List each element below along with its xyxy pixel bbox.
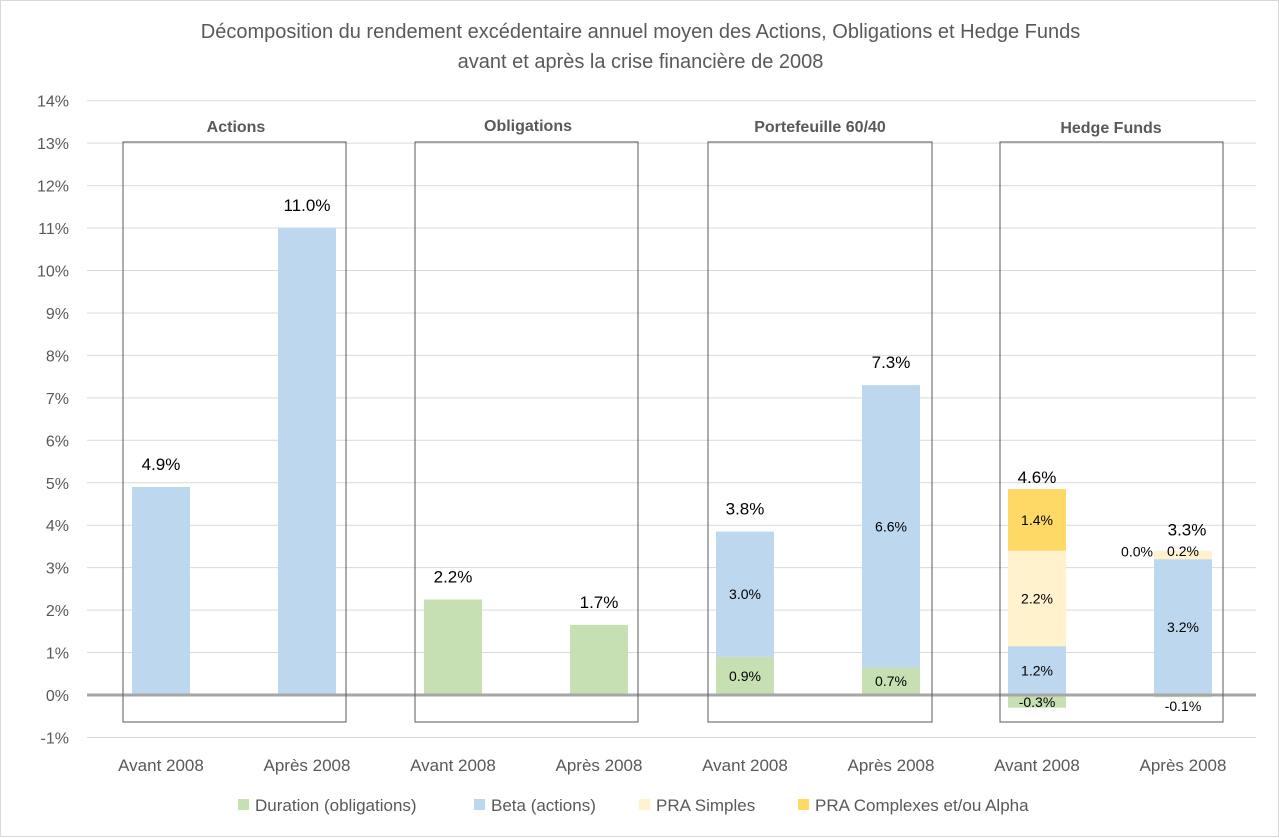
legend-swatch [474,799,485,810]
legend-swatch [639,799,650,810]
bar-segment [1154,550,1212,560]
bar-segment [1008,550,1066,647]
x-category-label: Après 2008 [848,756,935,775]
segment-data-label: 0.0% [1121,544,1153,560]
chart-title-block: Décomposition du rendement excédentaire … [1,17,1279,77]
y-tick-label: 7% [46,391,69,408]
bar-total-label: 11.0% [284,196,331,215]
segment-data-label: 2.2% [1021,590,1053,606]
y-tick-label: 4% [46,518,69,535]
y-tick-label: 11% [38,221,69,238]
bar-total-label: 2.2% [434,567,473,586]
legend-swatch [798,799,809,810]
group-frame [707,141,933,723]
segment-data-label: 1.2% [1021,663,1053,679]
bar-total-label: 3.8% [726,500,765,519]
y-tick-label: 12% [37,179,69,196]
bar-segment [1008,489,1066,551]
x-category-label: Après 2008 [556,756,643,775]
bar-segment [1154,559,1212,695]
bar-segment [862,667,920,695]
y-tick-label: 2% [46,603,69,620]
segment-data-label: 0.2% [1167,543,1199,559]
bar-segment [570,624,628,695]
group-title: Obligations [484,118,572,135]
group-title: Hedge Funds [1060,120,1161,137]
segment-data-label: 1.4% [1021,512,1053,528]
segment-data-label: 6.6% [875,518,907,534]
y-tick-label: 0% [46,688,69,705]
segment-data-label: 0.9% [729,668,761,684]
bar-segment [862,385,920,668]
y-tick-label: 1% [46,646,69,663]
bar-segment [716,531,774,657]
bar-segment [716,656,774,695]
segment-data-label: 3.2% [1167,619,1199,635]
bar-total-label: 4.6% [1018,468,1057,487]
y-tick-label: 5% [46,476,69,493]
bar-segment [278,228,336,696]
x-category-label: Avant 2008 [702,756,788,775]
x-category-label: Après 2008 [264,756,351,775]
group-frame [414,141,639,723]
y-tick-label: 9% [46,306,69,323]
bar-segment [1008,695,1066,708]
group-title: Actions [207,119,266,136]
x-category-label: Après 2008 [1140,756,1227,775]
group-frame [122,141,347,723]
segment-data-label: -0.3% [1019,694,1056,710]
segment-data-label: -0.1% [1165,698,1202,714]
bar-total-label: 4.9% [142,455,181,474]
chart-title: Décomposition du rendement excédentaire … [200,21,1081,43]
group-frame [999,141,1224,723]
legend-label: PRA Complexes et/ou Alpha [815,796,1029,815]
bar-segment [132,486,190,695]
y-tick-label: 14% [37,94,69,111]
y-tick-label: -1% [41,730,69,747]
x-category-label: Avant 2008 [994,756,1080,775]
y-tick-label: 8% [46,348,69,365]
legend-swatch [238,799,249,810]
y-tick-label: 3% [46,561,69,578]
legend-label: PRA Simples [656,796,755,815]
segment-data-label: 3.0% [729,586,761,602]
legend-label: Duration (obligations) [255,796,417,815]
chart-subtitle: avant et après la crise financière de 20… [457,51,824,73]
y-tick-label: 13% [37,136,69,153]
bar-total-label: 1.7% [580,593,619,612]
legend-label: Beta (actions) [491,796,596,815]
y-tick-label: 10% [37,264,69,281]
group-title: Portefeuille 60/40 [754,119,886,136]
bar-total-label: 7.3% [872,353,911,372]
x-category-label: Avant 2008 [118,756,204,775]
segment-data-label: 0.7% [875,673,907,689]
bar-segment [424,599,482,695]
bar-segment [1008,646,1066,695]
x-category-label: Avant 2008 [410,756,496,775]
y-tick-label: 6% [46,433,69,450]
bar-total-label: 3.3% [1168,521,1207,540]
